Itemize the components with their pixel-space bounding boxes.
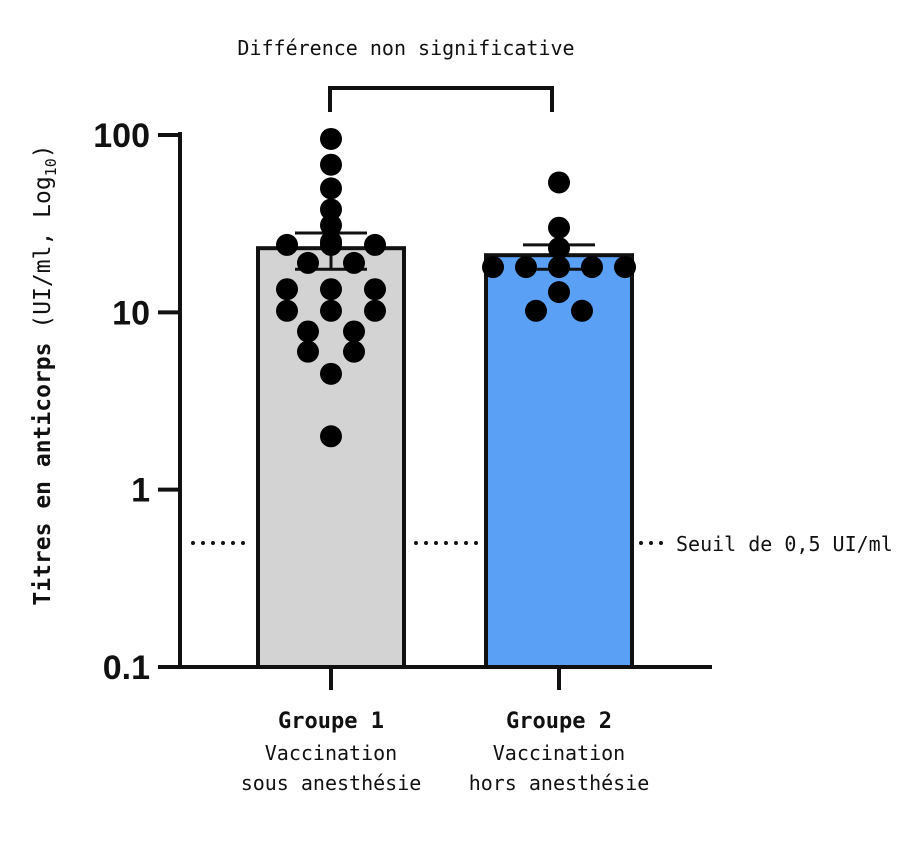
category-1-subtitle-1: Vaccination — [265, 741, 397, 765]
category-1-subtitle-2: sous anesthésie — [241, 771, 422, 795]
y-tick-label-1: 1 — [131, 472, 150, 510]
category-2-subtitle-2: hors anesthésie — [469, 771, 650, 795]
points-layer — [276, 127, 636, 448]
data-point-group-1-19 — [297, 340, 319, 363]
data-point-group-1-3 — [320, 198, 342, 221]
data-point-group-1-8 — [364, 233, 386, 256]
data-point-group-1-13 — [364, 278, 386, 301]
x-axis-ticks — [329, 667, 561, 690]
data-point-group-1-7 — [320, 233, 342, 256]
data-point-group-1-0 — [320, 127, 342, 150]
threshold-label: Seuil de 0,5 UI/ml — [676, 532, 893, 556]
comparison-bracket — [328, 86, 554, 112]
data-point-group-1-1 — [320, 153, 342, 176]
data-point-group-2-3 — [482, 256, 504, 279]
y-axis-label-subscript: 10 — [42, 158, 60, 176]
data-point-group-1-20 — [343, 340, 365, 363]
data-point-group-1-9 — [297, 251, 319, 274]
y-axis-ticks: 0.1 1 10 100 — [93, 117, 180, 687]
y-axis-label: Titres en anticorps (UI/ml, Log10) — [30, 144, 60, 605]
data-point-group-1-15 — [320, 299, 342, 322]
data-point-group-1-22 — [320, 425, 342, 448]
y-axis-label-main: Titres en anticorps — [30, 343, 56, 606]
data-point-group-1-2 — [320, 177, 342, 200]
y-axis-label-close: ) — [30, 144, 56, 158]
category-2-subtitle-1: Vaccination — [493, 741, 625, 765]
data-point-group-1-18 — [343, 320, 365, 343]
data-point-group-2-7 — [614, 256, 636, 279]
data-point-group-2-2 — [548, 237, 570, 260]
data-point-group-1-16 — [364, 299, 386, 322]
data-point-group-1-17 — [297, 320, 319, 343]
category-1-title: Groupe 1 — [278, 709, 384, 734]
data-point-group-2-8 — [548, 281, 570, 304]
data-point-group-1-12 — [320, 278, 342, 301]
data-point-group-1-14 — [276, 299, 298, 322]
data-point-group-2-1 — [548, 216, 570, 239]
category-2-title: Groupe 2 — [506, 709, 612, 734]
y-axis-label-unit: (UI/ml, Log — [30, 176, 56, 328]
data-point-group-2-9 — [525, 299, 547, 322]
bars-layer — [256, 231, 634, 670]
data-point-group-1-11 — [276, 278, 298, 301]
data-point-group-1-6 — [276, 233, 298, 256]
data-point-group-2-4 — [515, 256, 537, 279]
y-tick-label-0: 0.1 — [103, 649, 150, 687]
comparison-label: Différence non significative — [237, 36, 574, 60]
data-point-group-2-0 — [548, 171, 570, 194]
y-tick-label-3: 100 — [93, 117, 150, 155]
data-point-group-1-4 — [320, 214, 342, 237]
y-tick-label-2: 10 — [112, 294, 150, 332]
data-point-group-2-5 — [548, 256, 570, 279]
data-point-group-1-10 — [343, 251, 365, 274]
data-point-group-2-6 — [581, 256, 603, 279]
bar-group-2 — [484, 253, 634, 669]
data-point-group-2-10 — [571, 299, 593, 322]
data-point-group-1-21 — [320, 362, 342, 385]
